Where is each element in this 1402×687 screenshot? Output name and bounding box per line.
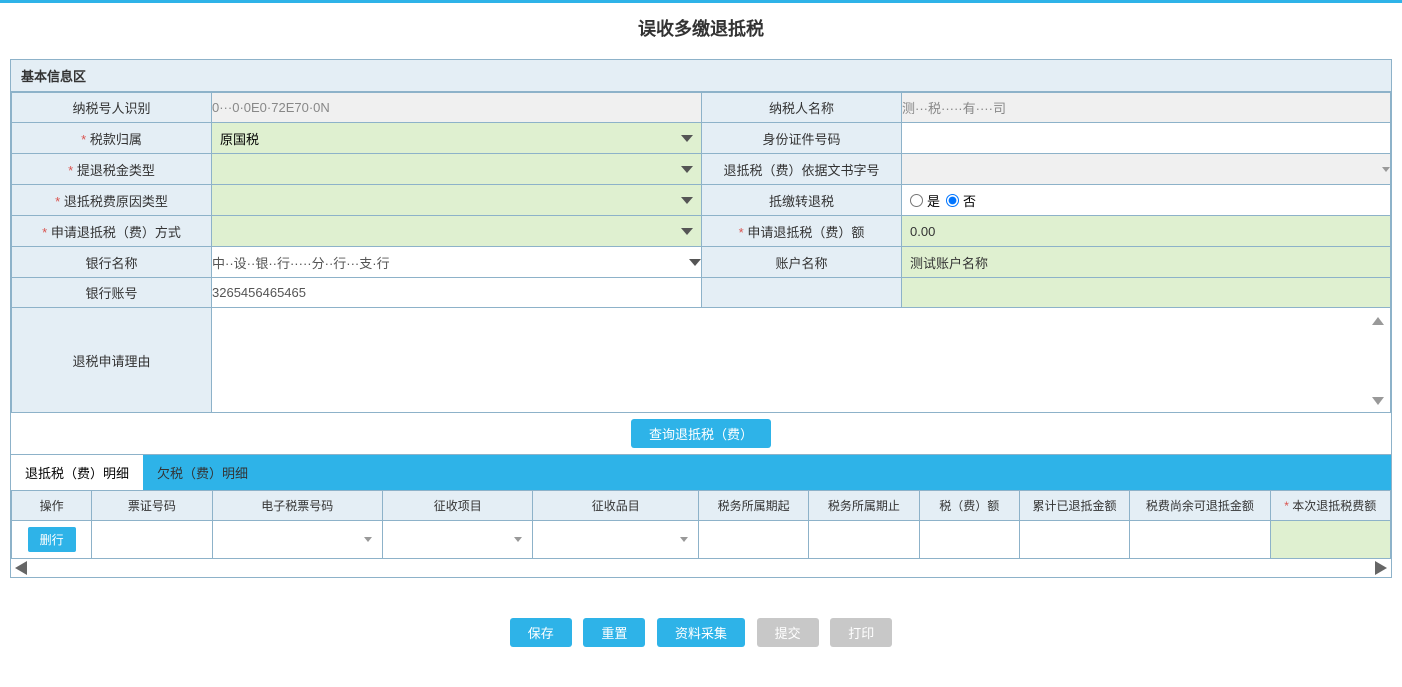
label-bank-name: 银行名称	[12, 247, 212, 278]
query-button[interactable]: 查询退抵税（费）	[631, 419, 771, 448]
scroll-right-icon[interactable]	[1375, 561, 1387, 575]
footer-buttons: 保存 重置 资料采集 提交 打印	[0, 578, 1402, 687]
chevron-down-icon	[680, 537, 688, 542]
radio-no[interactable]: 否	[946, 191, 976, 210]
chevron-down-icon	[514, 537, 522, 542]
label-tax-belong: 税款归属	[12, 123, 212, 154]
detail-table: 操作 票证号码 电子税票号码 征收项目 征收品目 税务所属期起 税务所属期止 税…	[11, 490, 1391, 559]
radio-yes[interactable]: 是	[910, 191, 940, 210]
select-refund-method[interactable]	[212, 216, 702, 247]
chevron-down-icon	[681, 197, 693, 204]
form-container: 基本信息区 纳税号人识别 0···0·0E0·72E70·0N 纳税人名称 测·…	[10, 59, 1392, 578]
label-refund-type: 提退税金类型	[12, 154, 212, 185]
th-levy-sub: 征收品目	[533, 491, 698, 521]
label-refund-method: 申请退抵税（费）方式	[12, 216, 212, 247]
th-voucher: 票证号码	[92, 491, 212, 521]
label-credit-to-refund: 抵缴转退税	[702, 185, 902, 216]
label-refund-reason: 退抵税费原因类型	[12, 185, 212, 216]
reset-button[interactable]: 重置	[583, 618, 645, 647]
radio-credit-to-refund: 是 否	[902, 185, 1391, 216]
input-refund-amount[interactable]: 0.00	[902, 216, 1391, 247]
label-refund-doc: 退抵税（费）依据文书字号	[702, 154, 902, 185]
label-id-number: 身份证件号码	[702, 123, 902, 154]
th-this-refund: 本次退抵税费额	[1270, 491, 1390, 521]
input-account-name[interactable]: 测试账户名称	[902, 247, 1391, 278]
chevron-down-icon	[689, 259, 701, 266]
chevron-down-icon	[681, 166, 693, 173]
select-refund-reason[interactable]	[212, 185, 702, 216]
cell-levy-sub[interactable]	[533, 521, 698, 559]
page-title: 误收多缴退抵税	[0, 3, 1402, 59]
print-button: 打印	[830, 618, 892, 647]
label-refund-amount: 申请退抵税（费）额	[702, 216, 902, 247]
label-taxpayer-id: 纳税号人识别	[12, 93, 212, 123]
empty-green-cell	[902, 278, 1391, 308]
value-bank-account: 3265456465465	[212, 278, 702, 308]
th-remaining: 税费尚余可退抵金额	[1130, 491, 1270, 521]
th-period-from: 税务所属期起	[698, 491, 808, 521]
th-tax-amount: 税（费）额	[919, 491, 1019, 521]
table-row: 删行	[12, 521, 1391, 559]
cell-voucher	[92, 521, 212, 559]
chevron-down-icon	[681, 228, 693, 235]
label-account-name: 账户名称	[702, 247, 902, 278]
select-refund-doc[interactable]	[902, 154, 1391, 185]
cell-evoucher[interactable]	[212, 521, 382, 559]
select-refund-type[interactable]	[212, 154, 702, 185]
chevron-down-icon	[1382, 167, 1390, 172]
th-evoucher: 电子税票号码	[212, 491, 382, 521]
cell-this-refund[interactable]	[1270, 521, 1390, 559]
cell-period-to	[809, 521, 919, 559]
value-taxpayer-name: 测···税·····有····司	[902, 93, 1391, 123]
cell-levy-item[interactable]	[383, 521, 533, 559]
select-tax-belong-value: 原国税	[220, 129, 259, 148]
empty-label	[702, 278, 902, 308]
select-tax-belong[interactable]: 原国税	[212, 123, 702, 154]
submit-button: 提交	[757, 618, 819, 647]
tab-refund-detail[interactable]: 退抵税（费）明细	[11, 455, 143, 490]
th-refunded: 累计已退抵金额	[1019, 491, 1129, 521]
horizontal-scrollbar[interactable]	[11, 559, 1391, 577]
th-levy-item: 征收项目	[383, 491, 533, 521]
label-refund-explain: 退税申请理由	[12, 308, 212, 413]
chevron-down-icon	[364, 537, 372, 542]
cell-tax-amount	[919, 521, 1019, 559]
delete-row-button[interactable]: 删行	[28, 527, 76, 552]
cell-refunded	[1019, 521, 1129, 559]
chevron-down-icon	[681, 135, 693, 142]
label-bank-account: 银行账号	[12, 278, 212, 308]
value-id-number	[902, 123, 1391, 154]
label-taxpayer-name: 纳税人名称	[702, 93, 902, 123]
section-header-basic: 基本信息区	[11, 60, 1391, 92]
th-period-to: 税务所属期止	[809, 491, 919, 521]
th-operation: 操作	[12, 491, 92, 521]
tab-arrears-detail[interactable]: 欠税（费）明细	[143, 455, 262, 490]
detail-tabs: 退抵税（费）明细 欠税（费）明细	[11, 454, 1391, 490]
cell-delete: 删行	[12, 521, 92, 559]
select-bank-name[interactable]: 中··设··银··行·····分··行···支·行	[212, 247, 702, 278]
scroll-up-icon[interactable]	[1372, 312, 1384, 328]
textarea-refund-explain[interactable]	[212, 308, 1391, 413]
basic-info-table: 纳税号人识别 0···0·0E0·72E70·0N 纳税人名称 测···税···…	[11, 92, 1391, 454]
scroll-left-icon[interactable]	[15, 561, 27, 575]
cell-period-from	[698, 521, 808, 559]
collect-button[interactable]: 资料采集	[657, 618, 745, 647]
save-button[interactable]: 保存	[510, 618, 572, 647]
cell-remaining	[1130, 521, 1270, 559]
scroll-down-icon[interactable]	[1372, 392, 1384, 408]
value-taxpayer-id: 0···0·0E0·72E70·0N	[212, 93, 702, 123]
